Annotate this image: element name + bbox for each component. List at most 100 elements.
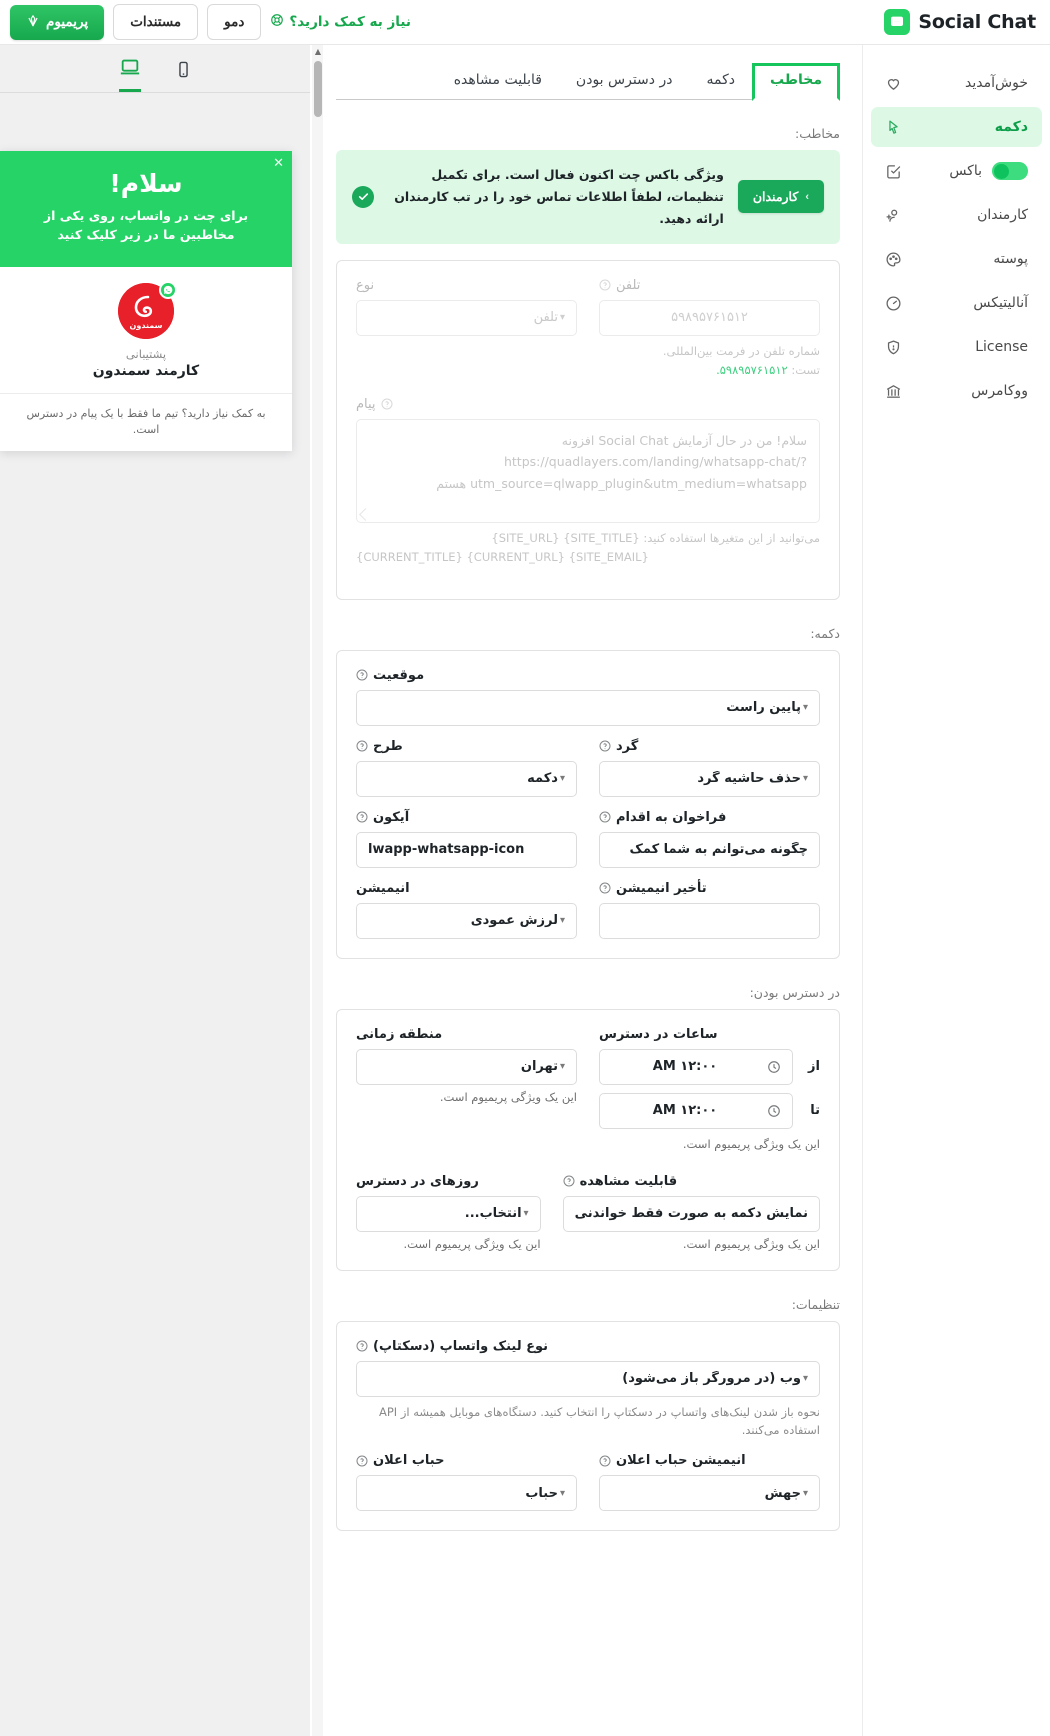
button-card: موقعیت ▾ پایین راست گرد — [336, 649, 840, 959]
days-label: روزهای در دسترس — [356, 1173, 479, 1189]
icon-value: lwapp-whatsapp-icon — [368, 842, 525, 857]
link-type-select[interactable]: ▾ وب (در مرورگر باز می‌شود) — [356, 1360, 820, 1397]
main-scrollbar[interactable]: ▲ — [312, 45, 323, 1736]
icon-label-row: آیکون — [356, 810, 577, 825]
message-field: پیام سلام! من در حال آزمایش Social Chat … — [356, 397, 820, 567]
help-icon[interactable] — [563, 1175, 575, 1187]
type-select[interactable]: ▾ تلفن — [356, 299, 577, 336]
sidebar-item-agents[interactable]: کارمندان — [871, 195, 1042, 235]
preview-canvas: ✕ سلام! برای چت در واتساپ، روی یکی از مخ… — [0, 93, 310, 1733]
tab-contact[interactable]: مخاطب — [751, 63, 840, 101]
sidebar-item-label: ووکامرس — [971, 383, 1028, 399]
scroll-up-arrow[interactable]: ▲ — [314, 47, 322, 56]
premium-button[interactable]: پریمیوم — [10, 4, 105, 40]
resize-grip-icon[interactable] — [359, 507, 372, 521]
help-icon[interactable] — [381, 398, 393, 410]
design-label-row: طرح — [356, 739, 577, 754]
sidebar-item-box[interactable]: باکس — [871, 151, 1042, 191]
button-grid-3: تأخیر انیمیشن انیمیشن ▾ لر — [356, 881, 820, 939]
days-select[interactable]: ▾ انتخاب... — [356, 1195, 541, 1232]
sidebar-item-woocommerce[interactable]: ووکامرس — [871, 371, 1042, 411]
user-plus-icon — [886, 209, 898, 222]
cta-input[interactable]: چگونه می‌توانم به شما کمک — [599, 831, 820, 868]
main-panel: ▲ مخاطب دکمه در دسترس بودن قابلیت مشاهده… — [310, 45, 862, 1736]
scrollbar-thumb[interactable] — [314, 61, 322, 117]
help-icon[interactable] — [599, 279, 611, 291]
chevron-down-icon: ▾ — [559, 312, 565, 324]
box-toggle[interactable] — [992, 162, 1028, 180]
days-field: روزهای در دسترس ▾ انتخاب... این یک ویژگی… — [356, 1174, 541, 1251]
phone-input[interactable]: ۵۹۸۹۵۷۶۱۵۱۲ — [599, 299, 820, 336]
from-time-input[interactable]: ۱۲:۰۰ AM — [599, 1048, 793, 1085]
help-icon[interactable] — [356, 811, 368, 823]
cta-field: فراخوان به اقدام چگونه می‌توانم به شما ک… — [599, 810, 820, 868]
help-icon[interactable] — [599, 882, 611, 894]
close-icon[interactable]: ✕ — [273, 156, 284, 171]
sidebar: خوش‌آمدید دکمه باکس کارمندان پوسته آنالی… — [862, 45, 1050, 1736]
from-label: از — [808, 1059, 820, 1074]
bubble-anim-select[interactable]: ▾ جهش — [599, 1475, 820, 1512]
animation-delay-label: تأخیر انیمیشن — [616, 880, 707, 896]
position-label: موقعیت — [373, 667, 425, 683]
bubble-select[interactable]: ▾ حباب — [356, 1475, 577, 1512]
agents-cta-button[interactable]: › کارمندان — [737, 180, 824, 214]
position-field: موقعیت ▾ پایین راست — [356, 668, 820, 726]
from-time-value: ۱۲:۰۰ AM — [652, 1059, 718, 1074]
visibility-select[interactable]: نمایش دکمه به صورت فقط خواندنی — [562, 1195, 820, 1232]
main-content: مخاطب دکمه در دسترس بودن قابلیت مشاهده م… — [310, 45, 862, 1532]
phone-test-prefix: تست: — [787, 362, 820, 377]
animation-delay-field: تأخیر انیمیشن — [599, 881, 820, 939]
mobile-icon — [175, 61, 192, 82]
to-time-input[interactable]: ۱۲:۰۰ AM — [599, 1092, 793, 1129]
timezone-select[interactable]: ▾ تهران — [356, 1048, 577, 1085]
help-icon[interactable] — [356, 740, 368, 752]
svg-text:سمندون: سمندون — [130, 321, 163, 330]
help-icon[interactable] — [356, 1455, 368, 1467]
phone-label-row: تلفن — [599, 278, 820, 293]
animation-value: لرزش عمودی — [470, 913, 558, 928]
tab-visibility[interactable]: قابلیت مشاهده — [453, 72, 542, 88]
round-select[interactable]: ▾ حذف حاشیه گرد — [599, 760, 820, 797]
docs-button[interactable]: مستندات — [113, 4, 199, 40]
link-type-value: وب (در مرورگر باز می‌شود) — [622, 1371, 801, 1386]
agent-name: کارمند سمندون — [92, 362, 200, 379]
visibility-field: قابلیت مشاهده نمایش دکمه به صورت فقط خوا… — [562, 1174, 820, 1251]
animation-select[interactable]: ▾ لرزش عمودی — [356, 902, 577, 939]
animation-delay-label-row: تأخیر انیمیشن — [599, 881, 820, 896]
settings-card: نوع لینک واتساپ (دسکتاپ) ▾ وب (در مرورگر… — [336, 1320, 840, 1532]
sidebar-item-label: دکمه — [994, 119, 1028, 135]
help-icon[interactable] — [599, 1455, 611, 1467]
device-tab-desktop[interactable] — [118, 56, 141, 92]
message-textarea[interactable]: سلام! من در حال آزمایش Social Chat افزون… — [356, 418, 820, 523]
sidebar-item-analytics[interactable]: آنالیتیکس — [871, 283, 1042, 323]
tab-button[interactable]: دکمه — [706, 72, 735, 88]
chevron-down-icon: ▾ — [802, 702, 808, 713]
sidebar-item-license[interactable]: License — [871, 327, 1042, 367]
help-icon[interactable] — [356, 1340, 368, 1352]
tab-availability[interactable]: در دسترس بودن — [575, 72, 673, 88]
help-icon[interactable] — [599, 740, 611, 752]
icon-input[interactable]: lwapp-whatsapp-icon — [356, 831, 577, 868]
animation-delay-input[interactable] — [599, 902, 820, 939]
design-select[interactable]: ▾ دکمه — [356, 760, 577, 797]
section-title-settings: تنظیمات: — [791, 1296, 840, 1312]
chevron-down-icon: ▾ — [559, 773, 565, 784]
chevron-down-icon: ▾ — [559, 915, 565, 926]
brand: Social Chat — [884, 9, 1036, 35]
sidebar-item-button[interactable]: دکمه — [871, 107, 1042, 147]
message-label: پیام — [356, 396, 376, 412]
help-link[interactable]: نیاز به کمک دارید؟ — [270, 13, 411, 31]
sidebar-item-welcome[interactable]: خوش‌آمدید — [871, 63, 1042, 103]
chat-widget-footer: به کمک نیاز دارید؟ تیم ما فقط با یک پیام… — [0, 392, 292, 451]
message-value: سلام! من در حال آزمایش Social Chat افزون… — [436, 432, 807, 491]
sidebar-item-theme[interactable]: پوسته — [871, 239, 1042, 279]
demo-button[interactable]: دمو — [207, 4, 262, 40]
device-tab-mobile[interactable] — [175, 61, 192, 92]
help-icon[interactable] — [599, 811, 611, 823]
position-select[interactable]: ▾ پایین راست — [356, 689, 820, 726]
hours-to-row: تا ۱۲:۰۰ AM — [599, 1092, 820, 1129]
hours-label-row: ساعات در دسترس — [599, 1027, 820, 1042]
round-field: گرد ▾ حذف حاشیه گرد — [599, 739, 820, 797]
help-icon[interactable] — [356, 669, 368, 681]
chevron-down-icon: ▾ — [523, 1208, 529, 1219]
